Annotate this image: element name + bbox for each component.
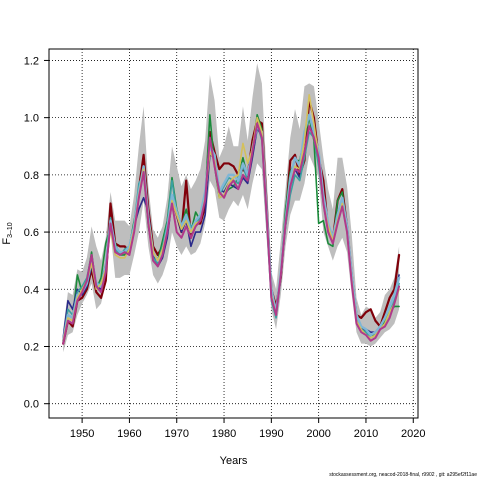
x-tick-label: 1950 bbox=[70, 428, 94, 440]
x-tick-label: 1990 bbox=[259, 428, 283, 440]
y-tick-label: 0.6 bbox=[24, 227, 39, 239]
y-tick-label: 0.0 bbox=[24, 399, 39, 411]
y-tick-label: 0.2 bbox=[24, 341, 39, 353]
series-layer bbox=[61, 93, 401, 345]
y-tick-label: 0.8 bbox=[24, 170, 39, 182]
x-tick-label: 1970 bbox=[164, 428, 188, 440]
grid bbox=[49, 49, 418, 418]
x-tick-label: 1980 bbox=[212, 428, 236, 440]
x-tick-label: 2010 bbox=[354, 428, 378, 440]
series-line-5 bbox=[61, 113, 401, 342]
series-line-7 bbox=[62, 122, 401, 345]
y-tick-label: 0.4 bbox=[24, 284, 39, 296]
y-axis-title-subscript: 3–10 bbox=[7, 222, 14, 238]
plot-frame bbox=[48, 48, 419, 419]
y-axis-title: F3–10 bbox=[1, 222, 14, 244]
confidence-band-layer bbox=[63, 63, 400, 353]
x-tick-label: 1960 bbox=[117, 428, 141, 440]
x-axis-title: Years bbox=[220, 455, 248, 467]
confidence-band bbox=[63, 63, 400, 353]
y-axis-title-main: F bbox=[1, 238, 13, 245]
footer-credit: stockassessment.org, neacod-2018-final, … bbox=[329, 472, 477, 478]
y-tick-label: 1.2 bbox=[24, 55, 39, 67]
x-axis: 1950 1960 1970 1980 1990 2000 2010 2020 bbox=[70, 418, 426, 440]
x-tick-label: 2000 bbox=[306, 428, 330, 440]
x-tick-label: 2020 bbox=[401, 428, 425, 440]
y-tick-label: 1.0 bbox=[24, 113, 39, 125]
y-axis: 0.0 0.2 0.4 0.6 0.8 1.0 1.2 bbox=[24, 55, 49, 411]
